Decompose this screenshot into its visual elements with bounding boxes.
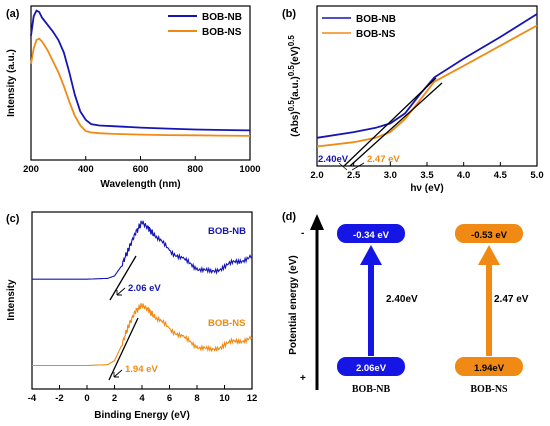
- x-tick-label: 4.0: [457, 170, 470, 181]
- panel-c-frame: [31, 211, 253, 390]
- tangent-line-bob-nb: [109, 255, 137, 301]
- x-tick-label: 2.5: [347, 170, 361, 181]
- bob-ns-cb-value: -0.53 eV: [471, 230, 508, 241]
- legend-label-bob-nb: BOB-NB: [356, 14, 396, 25]
- x-tick-label: 5.0: [530, 170, 543, 181]
- bob-nb-name: BOB-NB: [352, 384, 391, 395]
- x-tick-label: 8: [194, 393, 199, 404]
- panel-a-xlabel: Wavelength (nm): [100, 179, 180, 190]
- panel-a-ylabel: Intensity (a.u.): [6, 49, 17, 117]
- series-line-bob-ns: [32, 303, 253, 367]
- axis-plus-sign: +: [300, 373, 306, 384]
- panel-b-label: (b): [282, 8, 296, 20]
- panel-c: (c) -4 -2 0 2 4 6 8 10 12 Binding Energy (eV) In…: [6, 211, 258, 421]
- x-tick-label: 3.5: [420, 170, 434, 181]
- panel-c-label: (c): [6, 213, 20, 225]
- x-tick-label: 200: [23, 164, 39, 175]
- x-tick-label: 600: [133, 164, 149, 175]
- series-line-bob-nb: [316, 13, 538, 139]
- annotation-1.94ev: 1.94 eV: [125, 364, 158, 375]
- panel-a-legend: BOB-NB BOB-NS: [168, 12, 242, 38]
- panel-a-series: [30, 9, 251, 137]
- x-tick-label: 2: [112, 393, 117, 404]
- legend-label-bob-nb: BOB-NB: [202, 12, 242, 23]
- panel-b-xlabel: hν (eV): [410, 183, 443, 194]
- panel-a-label: (a): [6, 8, 20, 20]
- panel-c-ylabel: Intensity: [6, 279, 17, 321]
- panel-c-xlabel: Binding Energy (eV): [94, 410, 190, 421]
- x-tick-label: -4: [28, 393, 37, 404]
- annotation-2.47ev: 2.47 eV: [367, 154, 400, 165]
- panel-a-ticks: 200 400 600 800 1000: [23, 156, 261, 175]
- legend-label-bob-ns: BOB-NS: [202, 27, 242, 38]
- x-tick-label: 2.0: [310, 170, 323, 181]
- panel-c-label-bob-ns: BOB-NS: [208, 318, 245, 329]
- axis-minus-sign: -: [301, 228, 304, 239]
- bob-ns-vb-pill: [455, 357, 523, 376]
- panel-d: (d) - + Potential energy (eV) -0.34 eV 2…: [282, 211, 529, 395]
- bob-nb-gap-label: 2.40eV: [386, 294, 418, 305]
- x-tick-label: 6: [167, 393, 172, 404]
- annotation-arrow-bob-ns: [351, 162, 365, 171]
- bob-ns-vb-value: 1.94eV: [474, 363, 505, 374]
- bob-nb-gap-arrowhead: [360, 245, 382, 265]
- x-tick-label: 3.0: [384, 170, 397, 181]
- panel-b: (b) 2.0 2.5 3.0 3.5 4.0 4.5 5.0 hν (eV) (Abs)0…: [282, 5, 544, 194]
- x-tick-label: 12: [247, 393, 258, 404]
- bob-ns-cb-pill: [455, 224, 523, 243]
- series-line-bob-ns: [30, 37, 251, 137]
- x-tick-label: 4: [139, 393, 145, 404]
- panel-b-ylabel: (Abs)0.5(a.u.)0.5(eV)0.5: [287, 35, 301, 137]
- x-tick-label: 4.5: [494, 170, 508, 181]
- tangent-line-bob-ns: [108, 317, 139, 381]
- x-tick-label: -2: [55, 393, 63, 404]
- panel-b-series: [316, 13, 538, 148]
- panel-c-series: [32, 220, 253, 367]
- panel-c-ticks: -4 -2 0 2 4 6 8 10 12: [28, 385, 258, 404]
- annotation-2.06ev: 2.06 eV: [128, 283, 161, 294]
- x-tick-label: 400: [78, 164, 94, 175]
- energy-axis-arrowhead: [310, 214, 324, 230]
- panel-a: (a) 200 400 600 800 1000 Wavelength (nm) Int…: [6, 5, 261, 190]
- x-tick-label: 0: [84, 393, 89, 404]
- x-tick-label: 800: [187, 164, 203, 175]
- bob-nb-vb-pill: [337, 357, 405, 376]
- x-tick-label: 10: [219, 393, 230, 404]
- tangent-line-bob-nb: [343, 77, 437, 167]
- bob-nb-cb-value: -0.34 eV: [353, 230, 390, 241]
- panel-d-label: (d): [282, 211, 296, 223]
- bob-nb-cb-pill: [337, 224, 405, 243]
- series-line-bob-nb: [32, 220, 253, 280]
- bob-ns-gap-arrowhead: [478, 245, 500, 265]
- tangent-line-bob-ns: [349, 82, 443, 167]
- series-line-bob-nb: [30, 9, 251, 132]
- annotation-arrow-bob-ns: [113, 369, 123, 378]
- annotation-arrow-bob-nb: [116, 287, 126, 296]
- panel-d-ylabel: Potential energy (eV): [288, 255, 299, 354]
- bob-ns-gap-label: 2.47 eV: [494, 294, 529, 305]
- panel-b-legend: BOB-NB BOB-NS: [322, 14, 396, 40]
- bob-nb-vb-value: 2.06eV: [356, 363, 387, 374]
- annotation-2.40ev: 2.40eV: [318, 154, 349, 165]
- bob-ns-name: BOB-NS: [470, 384, 508, 395]
- legend-label-bob-ns: BOB-NS: [356, 29, 396, 40]
- annotation-arrow-bob-nb: [338, 162, 348, 171]
- panel-c-label-bob-nb: BOB-NB: [208, 226, 246, 237]
- x-tick-label: 1000: [239, 164, 260, 175]
